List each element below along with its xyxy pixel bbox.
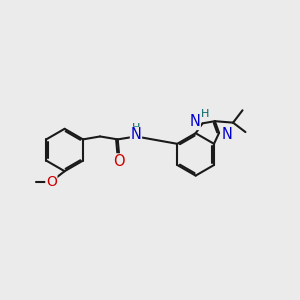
Text: N: N xyxy=(189,114,200,129)
Text: N: N xyxy=(130,128,141,142)
Text: N: N xyxy=(221,127,232,142)
Text: O: O xyxy=(46,175,57,188)
Text: H: H xyxy=(132,123,140,133)
Text: H: H xyxy=(201,109,209,119)
Text: O: O xyxy=(113,154,125,169)
